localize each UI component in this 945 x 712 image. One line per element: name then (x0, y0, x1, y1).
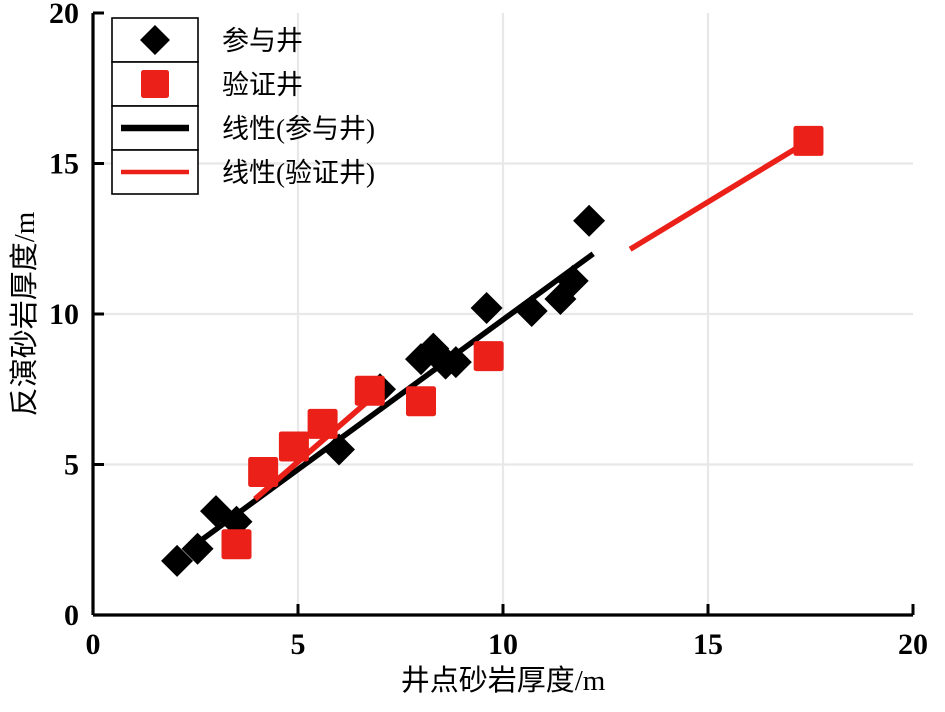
legend-label: 参与井 (222, 26, 303, 56)
data-series (161, 125, 824, 577)
data-point-square (248, 457, 279, 488)
data-point-square (354, 375, 385, 406)
x-tick-labels: 0 5 10 15 20 (86, 628, 929, 661)
x-axis-title: 井点砂岩厚度/m (401, 664, 606, 697)
y-tick-labels: 0 5 10 15 20 (49, 0, 79, 632)
y-tick-label: 10 (49, 298, 79, 331)
data-point-diamond (470, 291, 503, 324)
x-tick-label: 15 (693, 628, 723, 661)
data-point-diamond (515, 294, 548, 327)
data-point-square (473, 341, 504, 372)
y-axis-title: 反演砂岩厚度/m (8, 211, 41, 416)
legend-marker-diamond (140, 25, 170, 55)
legend-label: 验证井 (222, 70, 303, 100)
legend-label: 线性(参与井) (222, 114, 375, 144)
x-tick-label: 20 (898, 628, 928, 661)
x-tick-label: 5 (291, 628, 306, 661)
x-tick-label: 0 (86, 628, 101, 661)
data-point-diamond (161, 544, 194, 577)
legend-marker-square (141, 70, 169, 98)
y-tick-label: 15 (49, 148, 79, 181)
data-point-diamond (573, 204, 606, 237)
y-tick-label: 5 (64, 449, 79, 482)
y-tick-label: 20 (49, 0, 79, 30)
data-point-diamond (556, 264, 589, 297)
data-point-square (406, 386, 436, 417)
data-point-diamond (439, 346, 472, 379)
tick-marks (91, 11, 915, 617)
data-point-square (278, 431, 309, 462)
trend-line (628, 138, 810, 252)
legend-label: 线性(验证井) (222, 158, 375, 188)
y-tick-label: 0 (64, 599, 79, 632)
data-point-diamond (323, 433, 355, 466)
data-point-square (793, 125, 824, 156)
grid-lines (93, 13, 913, 615)
x-tick-label: 10 (488, 628, 518, 661)
data-point-diamond (181, 532, 214, 565)
data-point-square (307, 408, 338, 439)
data-point-diamond (200, 495, 232, 528)
data-point-square (221, 529, 252, 560)
